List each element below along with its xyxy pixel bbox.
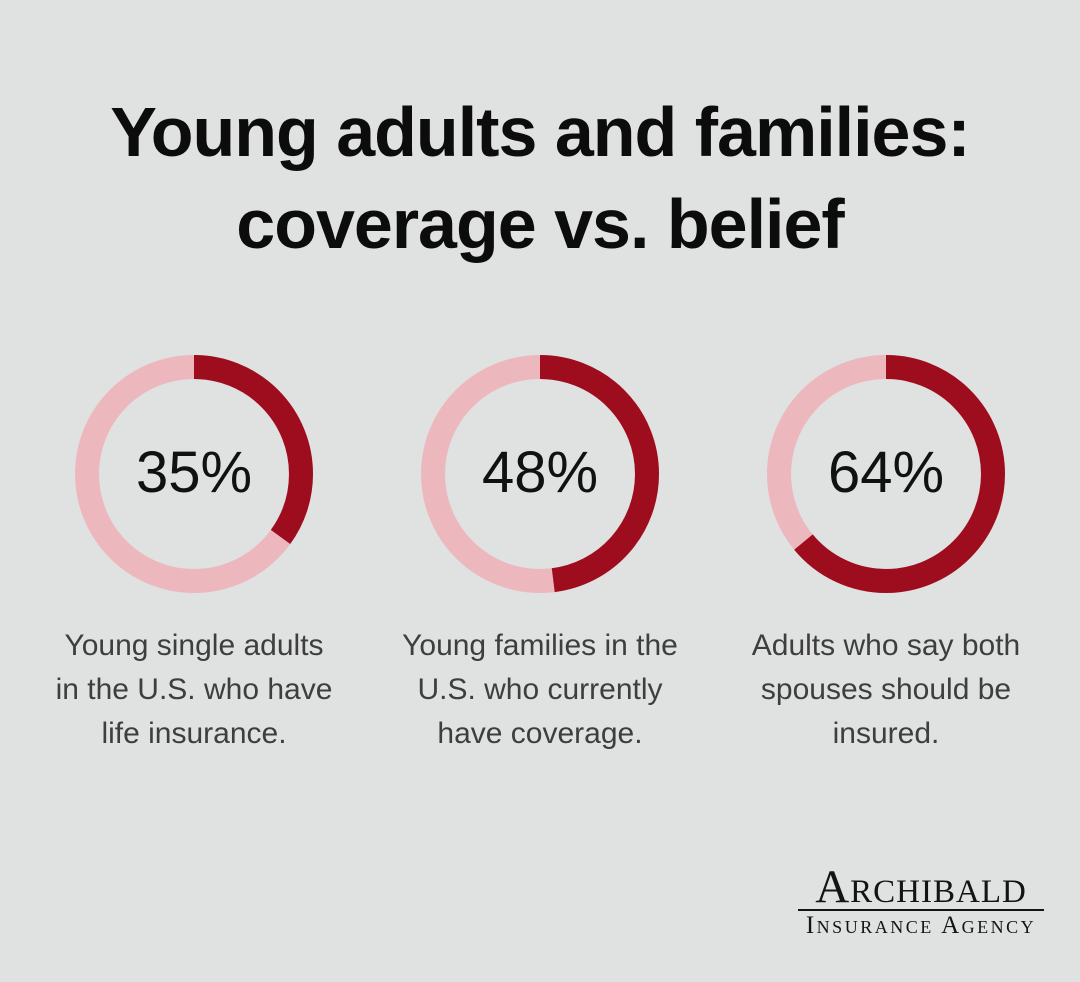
donut-arc (75, 355, 313, 593)
stat-caption: Young single adults in the U.S. who have… (55, 629, 333, 750)
donut-percent-label: 35% (135, 440, 253, 506)
donut-chart-2-svg (421, 355, 659, 593)
stat-caption: Young families in the U.S. who currently… (402, 629, 678, 750)
donut-percent-label: 64% (827, 440, 945, 506)
donut-arc (421, 355, 659, 593)
donut-chart-1-svg (75, 355, 313, 593)
donut-chart-3-svg (767, 355, 1005, 593)
brand-name: Archibald (815, 861, 1027, 913)
brand-divider (798, 909, 1044, 911)
stats-row: 35% Young single adults in the U.S. who … (0, 355, 1080, 756)
donut-percent-label: 48% (481, 440, 599, 506)
stat-card-young-families: 48% Young families in the U.S. who curre… (367, 355, 713, 756)
brand-subtitle: Insurance Agency (805, 912, 1037, 939)
donut-arc (767, 355, 1005, 593)
donut-chart-3: 64% (767, 355, 1005, 593)
brand-logo: Archibald Insurance Agency (798, 861, 1044, 939)
stat-caption: Adults who say both spouses should be in… (751, 629, 1021, 750)
donut-chart-1: 35% (75, 355, 313, 593)
stat-card-adults-both-spouses: 64% Adults who say both spouses should b… (713, 355, 1059, 756)
donut-chart-2: 48% (421, 355, 659, 593)
infographic-title: Young adults and families: coverage vs. … (110, 93, 970, 263)
stat-card-young-single-adults: 35% Young single adults in the U.S. who … (21, 355, 367, 756)
